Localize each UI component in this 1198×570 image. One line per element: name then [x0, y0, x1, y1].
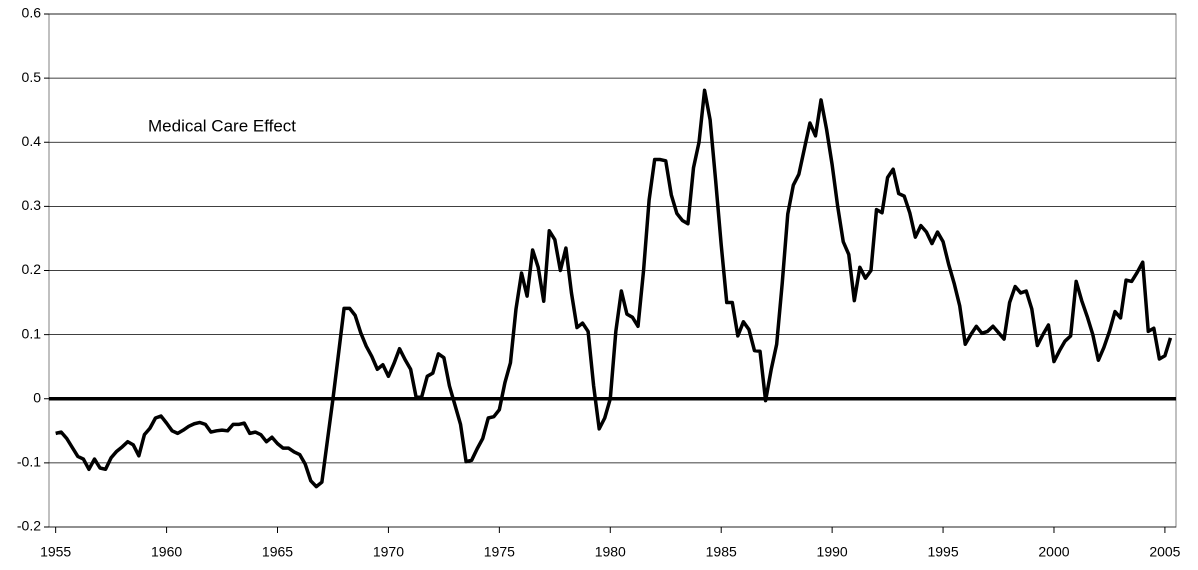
x-tick-label: 1975: [484, 544, 515, 560]
y-tick-label: 0.4: [22, 133, 42, 149]
y-tick-label: 0: [33, 389, 41, 405]
y-tick-label: 0.1: [22, 325, 42, 341]
x-tick-label: 1985: [706, 544, 737, 560]
x-tick-label: 1970: [373, 544, 404, 560]
y-tick-label: 0.2: [22, 261, 42, 277]
x-tick-label: 2000: [1038, 544, 1069, 560]
x-tick-label: 1965: [262, 544, 293, 560]
x-tick-label: 1995: [927, 544, 958, 560]
x-tick-label: 2005: [1149, 544, 1180, 560]
annotation: Medical Care Effect: [148, 116, 296, 135]
x-tick-label: 1955: [40, 544, 71, 560]
y-tick-label: 0.3: [22, 197, 42, 213]
x-tick-label: 1960: [151, 544, 182, 560]
y-tick-label: -0.2: [17, 518, 41, 534]
y-tick-label: -0.1: [17, 454, 41, 470]
y-tick-label: 0.5: [22, 69, 42, 85]
y-tick-label: 0.6: [22, 5, 42, 21]
data-line: [55, 88, 1173, 489]
x-tick-label: 1990: [817, 544, 848, 560]
x-tick-label: 1980: [595, 544, 626, 560]
